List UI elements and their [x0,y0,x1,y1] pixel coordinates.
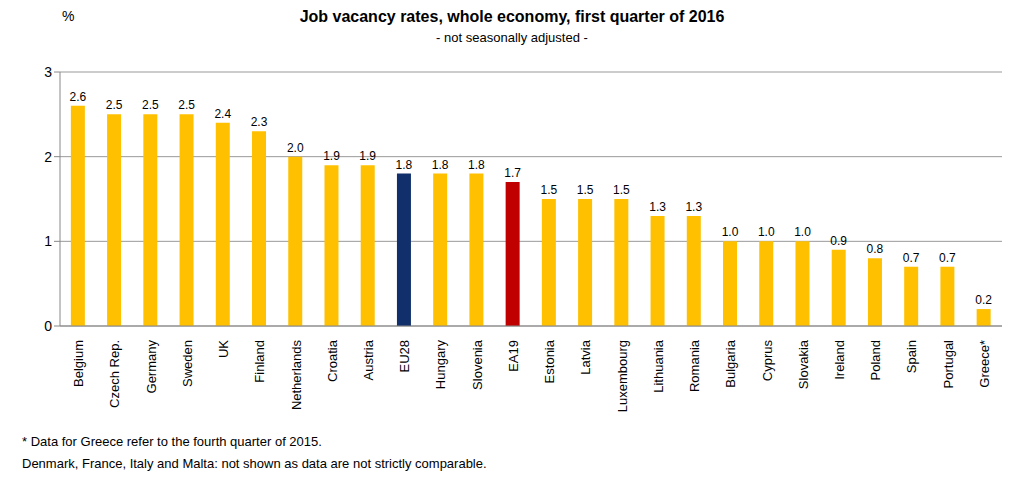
svg-text:EU28: EU28 [397,340,412,373]
svg-text:Poland: Poland [868,340,883,380]
svg-text:2.6: 2.6 [70,90,87,104]
svg-text:0.7: 0.7 [903,251,920,265]
svg-text:0.8: 0.8 [867,242,884,256]
svg-text:Slovenia: Slovenia [470,339,485,390]
svg-text:Bulgaria: Bulgaria [723,339,738,387]
svg-text:1.8: 1.8 [396,158,413,172]
svg-text:Spain: Spain [904,340,919,373]
html-text:Job vacancy rates, whole econo: Job vacancy rates, whole economy, first … [299,8,725,25]
svg-text:Czech Rep.: Czech Rep. [107,340,122,408]
svg-text:Germany: Germany [144,340,159,394]
svg-text:1.9: 1.9 [323,149,340,163]
svg-text:Slovakia: Slovakia [796,339,811,389]
svg-text:1.5: 1.5 [577,183,594,197]
svg-text:1.8: 1.8 [468,158,485,172]
svg-text:Greece*: Greece* [977,340,992,388]
svg-text:2.0: 2.0 [287,141,304,155]
svg-text:1.0: 1.0 [722,225,739,239]
svg-text:Luxembourg: Luxembourg [615,340,630,412]
svg-text:Ireland: Ireland [832,340,847,380]
svg-text:1: 1 [44,233,52,249]
svg-text:2.5: 2.5 [142,98,159,112]
svg-text:EA19: EA19 [506,340,521,372]
svg-text:Hungary: Hungary [433,340,448,390]
svg-text:Croatia: Croatia [325,339,340,382]
svg-text:Portugal: Portugal [941,340,956,389]
svg-text:1.9: 1.9 [359,149,376,163]
svg-text:1.3: 1.3 [685,200,702,214]
svg-text:1.5: 1.5 [541,183,558,197]
svg-text:Romania: Romania [687,339,702,392]
svg-text:1.8: 1.8 [432,158,449,172]
svg-text:1.5: 1.5 [613,183,630,197]
svg-text:2.3: 2.3 [251,115,268,129]
html-text:- not seasonally adjusted -: - not seasonally adjusted - [436,30,588,45]
svg-text:1.0: 1.0 [794,225,811,239]
svg-text:2.5: 2.5 [178,98,195,112]
svg-text:Cyprus: Cyprus [760,340,775,382]
svg-text:3: 3 [44,64,52,80]
svg-text:Estonia: Estonia [542,339,557,383]
svg-text:Lithuania: Lithuania [651,339,666,393]
svg-text:Belgium: Belgium [71,340,86,387]
svg-text:1.3: 1.3 [649,200,666,214]
svg-text:1.7: 1.7 [504,166,521,180]
svg-text:Finland: Finland [252,340,267,383]
html-text:Denmark, France, Italy and Mal: Denmark, France, Italy and Malta: not sh… [22,456,487,471]
svg-text:UK: UK [216,340,231,358]
svg-text:0.2: 0.2 [975,293,992,307]
svg-text:1.0: 1.0 [758,225,775,239]
svg-text:2: 2 [44,149,52,165]
svg-text:Netherlands: Netherlands [289,340,304,411]
svg-text:0.7: 0.7 [939,251,956,265]
svg-text:Sweden: Sweden [180,340,195,387]
svg-text:Austria: Austria [361,339,376,380]
svg-text:Latvia: Latvia [578,339,593,374]
svg-text:2.4: 2.4 [214,107,231,121]
html-text:* Data for Greece refer to the: * Data for Greece refer to the fourth qu… [22,434,322,449]
svg-text:0: 0 [44,318,52,334]
svg-text:0.9: 0.9 [830,234,847,248]
svg-text:2.5: 2.5 [106,98,123,112]
